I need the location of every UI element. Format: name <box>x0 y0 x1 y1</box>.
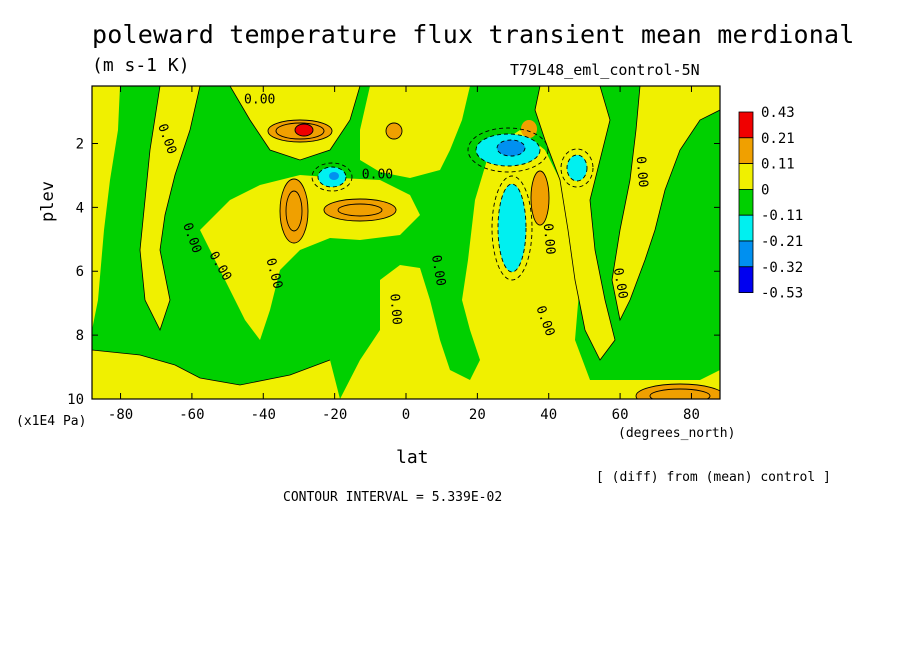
x-tick-label: -60 <box>179 407 204 423</box>
negative-contour-lines <box>311 127 594 281</box>
contour-label: 0.00 <box>386 293 404 326</box>
x-axis-units: (degrees_north) <box>618 426 736 441</box>
chart-title: poleward temperature flux transient mean… <box>92 20 855 49</box>
legend-swatch <box>738 214 754 242</box>
x-tick-label: 40 <box>540 407 557 423</box>
x-tick-label: 60 <box>612 407 629 423</box>
color-legend: 0.43 0.21 0.11 0 -0.11 -0.21 -0.32 -0.53 <box>738 105 803 302</box>
y-tick-label: 4 <box>76 200 84 216</box>
legend-swatch <box>738 188 754 216</box>
y-tick-label: 8 <box>76 328 84 344</box>
contour-label: 0.00 <box>362 168 393 183</box>
contour-label: 0.00 <box>428 254 448 287</box>
plot-area <box>92 86 720 399</box>
legend-label: 0.43 <box>761 105 795 121</box>
experiment-label: T79L48_eml_control-5N <box>510 61 700 79</box>
chart-units: (m s-1 K) <box>92 55 190 76</box>
x-axis-label: lat <box>396 447 429 468</box>
x-tick-label: 20 <box>469 407 486 423</box>
legend-label: -0.32 <box>761 260 803 276</box>
legend-label: -0.53 <box>761 286 803 302</box>
legend-label: -0.21 <box>761 234 803 250</box>
y-tick-label: 6 <box>76 264 84 280</box>
legend-label: 0.21 <box>761 131 795 147</box>
x-tick-label: -20 <box>322 407 347 423</box>
legend-swatch <box>738 137 754 165</box>
legend-swatch <box>738 163 754 190</box>
x-tick-label: -80 <box>108 407 133 423</box>
x-tick-label: 0 <box>402 407 410 423</box>
legend-label: -0.11 <box>761 208 803 224</box>
x-tick-label: -40 <box>251 407 276 423</box>
contour-label-group: 0.000.000.00 0.000.000.000.000.000.000.00… <box>154 93 650 339</box>
y-tick-label: 2 <box>76 136 84 152</box>
legend-swatch <box>738 266 754 293</box>
legend-label: 0 <box>761 182 769 198</box>
legend-label: 0.11 <box>761 157 795 173</box>
x-tick-label: 80 <box>683 407 700 423</box>
contour-label: 0.00 <box>244 93 275 108</box>
legend-swatch <box>738 240 754 268</box>
diff-note: [ (diff) from (mean) control ] <box>596 470 831 485</box>
y-tick-label: 10 <box>67 392 84 408</box>
legend-swatch <box>738 111 754 139</box>
blue-regions <box>329 140 525 180</box>
contour-lines <box>267 119 720 399</box>
contour-label: 0.00 <box>610 267 630 300</box>
contour-label: 0.00 <box>540 223 558 256</box>
yellow-regions <box>92 86 720 399</box>
red-regions <box>295 124 313 136</box>
axis-ticks: -80 -60 -40 -20 0 20 40 60 80 2 4 6 8 10 <box>67 86 720 423</box>
y-axis-units: (x1E4 Pa) <box>16 414 87 429</box>
zero-contour-lines <box>92 86 720 386</box>
contour-interval: CONTOUR INTERVAL = 5.339E-02 <box>283 490 503 505</box>
contour-label: 0.00 <box>633 156 651 189</box>
